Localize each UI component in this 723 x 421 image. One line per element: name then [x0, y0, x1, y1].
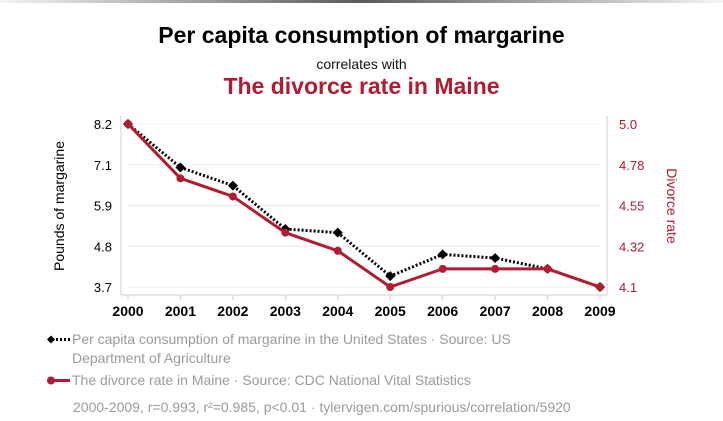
data-point-divorce — [333, 246, 342, 255]
left-axis-tick-label: 7.1 — [94, 158, 112, 173]
right-axis-tick-label: 5.0 — [619, 117, 637, 132]
data-point-divorce — [228, 192, 237, 201]
data-point-divorce — [124, 120, 132, 128]
legend-swatch-margarine — [46, 330, 72, 349]
legend-swatch-divorce — [46, 371, 72, 390]
series-line-margarine — [127, 122, 601, 289]
chart-title: Per capita consumption of margarine — [158, 22, 565, 48]
data-point-divorce — [281, 228, 290, 237]
right-axis-tick-label: 4.55 — [619, 199, 644, 214]
left-axis-title: Pounds of margarine — [51, 141, 67, 271]
left-axis-tick-label: 8.2 — [94, 117, 112, 132]
data-point-margarine — [332, 227, 343, 238]
x-axis-tick-label: 2003 — [270, 303, 301, 319]
data-point-margarine — [227, 180, 238, 191]
x-axis-tick-label: 2006 — [427, 303, 458, 319]
x-axis-tick-label: 2002 — [217, 303, 248, 319]
right-axis-tick-label: 4.32 — [619, 239, 644, 254]
x-axis-tick-label: 2000 — [112, 303, 143, 319]
footer-stats: 2000-2009, r=0.993, r²=0.985, p<0.01 · t… — [73, 399, 571, 415]
x-axis-tick-label: 2007 — [480, 303, 511, 319]
right-axis-tick-label: 4.78 — [619, 158, 644, 173]
data-point-divorce — [176, 174, 185, 183]
left-axis-tick-label: 4.8 — [94, 239, 112, 254]
data-point-margarine — [385, 271, 396, 282]
x-axis-tick-label: 2008 — [532, 303, 563, 319]
x-axis-tick-label: 2005 — [375, 303, 406, 319]
top-rule — [0, 0, 723, 3]
x-axis-tick-label: 2004 — [322, 303, 353, 319]
x-axis-tick-label: 2009 — [584, 303, 615, 319]
left-axis-tick-label: 3.7 — [94, 280, 112, 295]
data-point-divorce — [438, 264, 447, 273]
legend-label-divorce: The divorce rate in Maine · Source: CDC … — [72, 372, 471, 388]
data-point-margarine — [175, 162, 186, 173]
legend-label-margarine: Per capita consumption of margarine in t… — [72, 331, 511, 366]
legend-item-margarine: Per capita consumption of margarine in t… — [46, 330, 566, 368]
left-axis-tick-label: 5.9 — [94, 199, 112, 214]
series-line-divorce — [126, 122, 601, 289]
data-point-divorce — [386, 283, 395, 291]
data-point-divorce — [543, 264, 552, 273]
data-point-divorce — [491, 264, 500, 273]
data-point-divorce — [596, 283, 604, 291]
chart-subtitle: correlates with — [316, 56, 407, 72]
right-axis-title: Divorce rate — [664, 168, 680, 244]
legend-item-divorce: The divorce rate in Maine · Source: CDC … — [46, 371, 566, 390]
data-point-margarine — [437, 249, 448, 260]
chart-second-title: The divorce rate in Maine — [223, 73, 500, 99]
right-axis-tick-label: 4.1 — [619, 280, 637, 295]
data-point-margarine — [490, 253, 501, 264]
x-axis-tick-label: 2001 — [165, 303, 196, 319]
